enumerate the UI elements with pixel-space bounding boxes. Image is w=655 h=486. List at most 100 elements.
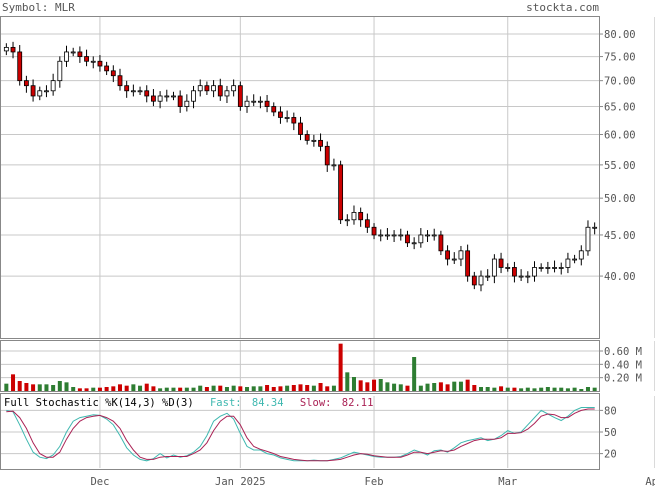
y-tick-label: 60.00 [604,129,636,141]
price-y-axis: 80.00 75.00 70.00 65.00 60.00 55.00 50.00 45.00… [599,29,636,283]
volume-bar [285,385,290,391]
volume-bar [405,385,410,391]
candle-body [438,234,444,252]
volume-bar [124,385,129,391]
volume-bar [351,377,356,391]
candle-body [217,85,223,97]
candle-body [117,75,123,87]
volume-bar [445,384,450,391]
candle-body [44,90,49,93]
candle-body [204,85,210,92]
candle-body [264,100,270,107]
volume-bar [345,372,350,391]
volume-bar [432,383,437,391]
volume-bar [545,387,550,391]
y-tick-label: 65.00 [604,102,636,114]
volume-bar [131,384,136,391]
volume-bar [171,387,176,391]
volume-bar [117,384,122,391]
volume-bar [579,389,584,391]
volume-bar [4,383,9,391]
volume-bar [372,379,377,391]
volume-bar [57,381,62,391]
volume-bar [479,387,484,391]
volume-bar [97,387,102,391]
volume-bar [338,343,343,391]
volume-bar [311,385,316,391]
volume-bar [51,385,56,391]
candle-body [398,234,404,237]
volume-bar [224,387,229,391]
candle-body [298,122,303,135]
volume-bar [585,387,590,391]
candle-body [50,80,56,92]
candle-body [465,250,471,277]
candle-body [30,85,36,97]
y-tick-label: 50 [604,427,617,439]
candle-body [498,258,504,268]
volume-bar [31,384,36,391]
candle-body [284,117,290,119]
candle-body [37,90,43,97]
candle-body [405,234,410,244]
fast-line [6,407,595,462]
slow-value: 82.11 [342,397,374,409]
candle-body [344,219,350,222]
volume-y-axis: 0.60 M0.40 M 0.20 M [599,346,642,385]
candle-body [304,134,310,141]
volume-bar [559,387,564,391]
volume-bar [71,387,76,391]
volume-bar [465,379,470,391]
candle-body [90,60,96,63]
volume-bar [238,386,243,391]
candle-body [445,250,450,260]
candle-body [224,90,230,97]
volume-bar [358,380,363,391]
volume-bar [17,381,22,391]
volume-bar [438,382,443,391]
volume-bar [539,387,544,391]
volume-bar [245,387,250,391]
y-tick-label: 50.00 [604,193,636,205]
x-tick-label: Dec [90,476,109,486]
candle-body [451,258,457,261]
volume-bar [111,386,116,391]
volume-bar [151,386,156,391]
candle-body [572,258,578,261]
volume-bar [204,387,209,391]
candle-body [538,267,544,269]
volume-bar [499,386,504,391]
candle-body [151,95,156,102]
volume-panel-frame [0,340,600,392]
volume-bar [565,388,570,391]
volume-bar [251,386,256,391]
y-tick-label: 0.40 M [604,359,642,371]
candle-body [512,267,517,277]
volume-bar [258,386,263,391]
volume-bar [24,383,29,391]
candle-body [110,70,116,77]
candle-body [458,250,464,260]
candle-body [525,275,531,278]
volume-series [4,343,597,391]
volume-bar [452,381,457,391]
candle-body [97,60,103,67]
candle-body [391,234,397,237]
candle-body [545,267,551,269]
candle-body [478,275,484,286]
candle-body [278,111,283,118]
price-panel-frame [0,16,600,339]
candle-body [211,85,216,92]
volume-bar [365,382,370,391]
candle-body [552,267,557,269]
volume-bar [318,383,323,391]
candle-body [231,85,237,92]
volume-bar [525,387,530,391]
candle-body [164,95,170,98]
candle-body [124,85,130,92]
candle-body [565,258,571,268]
volume-bar [11,374,16,391]
candle-body [77,51,83,57]
